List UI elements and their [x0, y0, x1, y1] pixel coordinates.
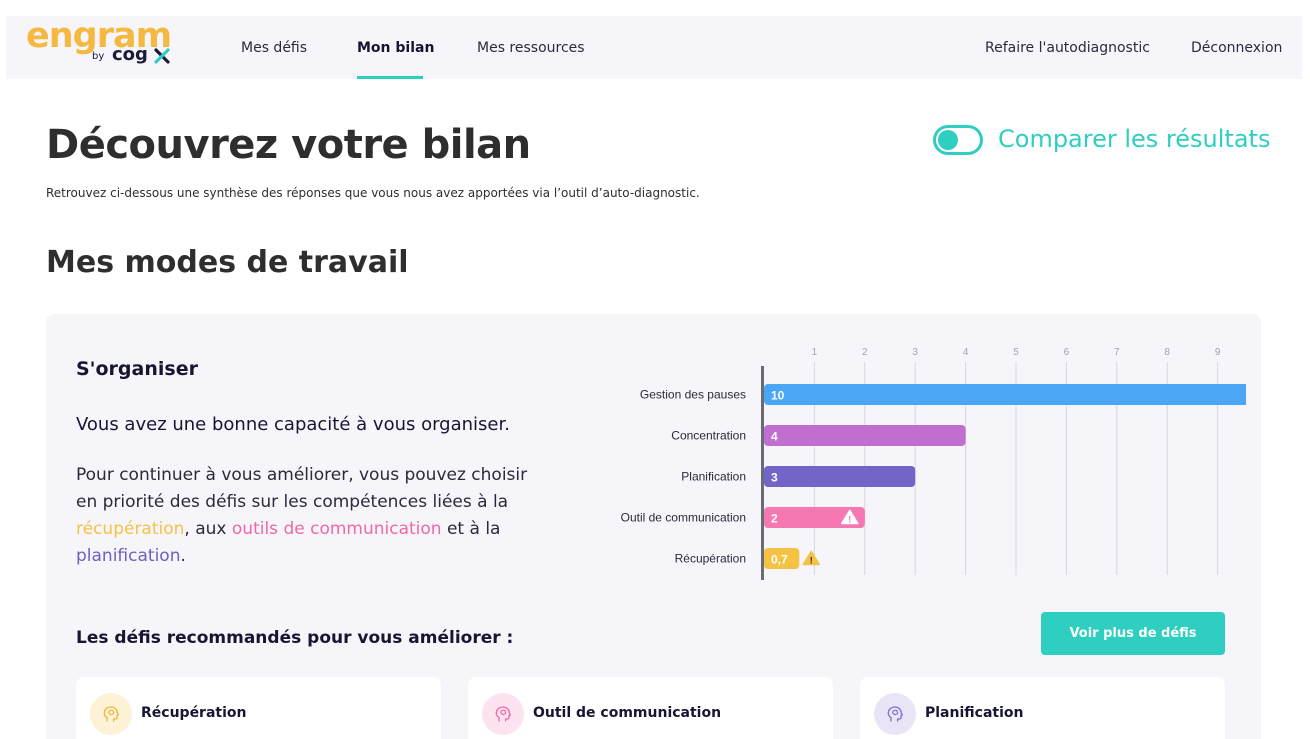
highlight-planification: planification — [76, 546, 181, 566]
text-end: . — [180, 546, 186, 566]
head-icon — [887, 706, 904, 722]
compare-toggle[interactable] — [933, 125, 983, 155]
challenge-label: Récupération — [141, 705, 247, 721]
bar-value-label: 4 — [771, 430, 778, 444]
y-axis-line — [761, 366, 764, 580]
x-tick-label: 4 — [963, 347, 969, 358]
text-prefix: Pour continuer à vous améliorer, vous po… — [76, 465, 528, 512]
warning-mark: ! — [810, 556, 813, 566]
text-mid-1: , aux — [184, 519, 232, 539]
bar — [764, 548, 800, 569]
head-icon — [495, 706, 512, 722]
page-title: Découvrez votre bilan — [46, 122, 531, 168]
category-label: Concentration — [671, 429, 746, 443]
work-mode-card: S'organiser Vous avez une bonne capacité… — [46, 314, 1261, 739]
recommended-title: Les défis recommandés pour vous améliore… — [76, 628, 514, 648]
section-title: Mes modes de travail — [46, 245, 409, 280]
nav-refaire-autodiagnostic[interactable]: Refaire l'autodiagnostic — [985, 40, 1150, 56]
bar — [764, 507, 865, 528]
challenge-icon-wrap — [874, 693, 916, 735]
bar-value-label: 0,7 — [771, 553, 788, 567]
logo-wordmark: engram — [26, 16, 172, 56]
nav-mes-defis[interactable]: Mes défis — [241, 40, 308, 56]
category-label: Planification — [681, 470, 746, 484]
page-subtitle: Retrouvez ci-dessous une synthèse des ré… — [46, 186, 700, 200]
nav-deconnexion[interactable]: Déconnexion — [1191, 40, 1283, 56]
card-description: Pour continuer à vous améliorer, vous po… — [76, 462, 546, 570]
challenge-icon-wrap — [90, 693, 132, 735]
warning-mark: ! — [848, 515, 851, 525]
bar-value-label: 3 — [771, 471, 778, 485]
card-lead: Vous avez une bonne capacité à vous orga… — [76, 414, 510, 435]
active-tab-indicator — [357, 76, 423, 79]
challenge-card-outil-communication[interactable]: Outil de communication — [468, 677, 833, 739]
toggle-knob — [938, 130, 958, 150]
x-tick-label: 3 — [912, 347, 918, 358]
top-navbar: engram by cog Mes défis Mon bilan Mes re… — [6, 16, 1302, 79]
engram-logo[interactable]: engram by cog — [26, 16, 176, 72]
bar — [764, 425, 966, 446]
highlight-outils-communication: outils de communication — [231, 519, 442, 539]
nav-mon-bilan[interactable]: Mon bilan — [357, 40, 435, 56]
x-tick-label: 8 — [1164, 347, 1170, 358]
x-tick-label: 7 — [1114, 347, 1120, 358]
x-tick-label: 6 — [1064, 347, 1070, 358]
x-tick-label: 9 — [1215, 347, 1221, 358]
x-tick-label: 2 — [862, 347, 868, 358]
voir-plus-de-defis-button[interactable]: Voir plus de défis — [1041, 612, 1225, 655]
bar — [764, 384, 1246, 405]
challenge-label: Outil de communication — [533, 705, 722, 721]
warning-icon — [802, 550, 821, 566]
challenge-card-planification[interactable]: Planification — [860, 677, 1225, 739]
x-tick-label: 5 — [1013, 347, 1019, 358]
skills-bar-chart: 12345678910Gestion des pauses10Concentra… — [621, 347, 1246, 580]
challenge-card-recuperation[interactable]: Récupération — [76, 677, 441, 739]
logo-x-icon — [154, 48, 170, 64]
challenge-icon-wrap — [482, 693, 524, 735]
text-mid-2: et à la — [441, 519, 501, 539]
challenge-label: Planification — [925, 705, 1024, 721]
logo-by: by — [92, 51, 105, 62]
logo-cog: cog — [112, 44, 148, 65]
category-label: Outil de communication — [621, 511, 746, 525]
card-heading: S'organiser — [76, 358, 198, 380]
head-icon — [103, 706, 120, 722]
bar-value-label: 10 — [771, 389, 785, 403]
bar-value-label: 2 — [771, 512, 778, 526]
x-tick-label: 1 — [812, 347, 818, 358]
category-label: Gestion des pauses — [640, 388, 746, 402]
category-label: Récupération — [675, 552, 746, 566]
warning-icon — [841, 509, 859, 525]
compare-label[interactable]: Comparer les résultats — [998, 125, 1271, 153]
highlight-recuperation: récupération — [76, 519, 185, 539]
nav-mes-ressources[interactable]: Mes ressources — [477, 40, 585, 56]
bar — [764, 466, 916, 487]
